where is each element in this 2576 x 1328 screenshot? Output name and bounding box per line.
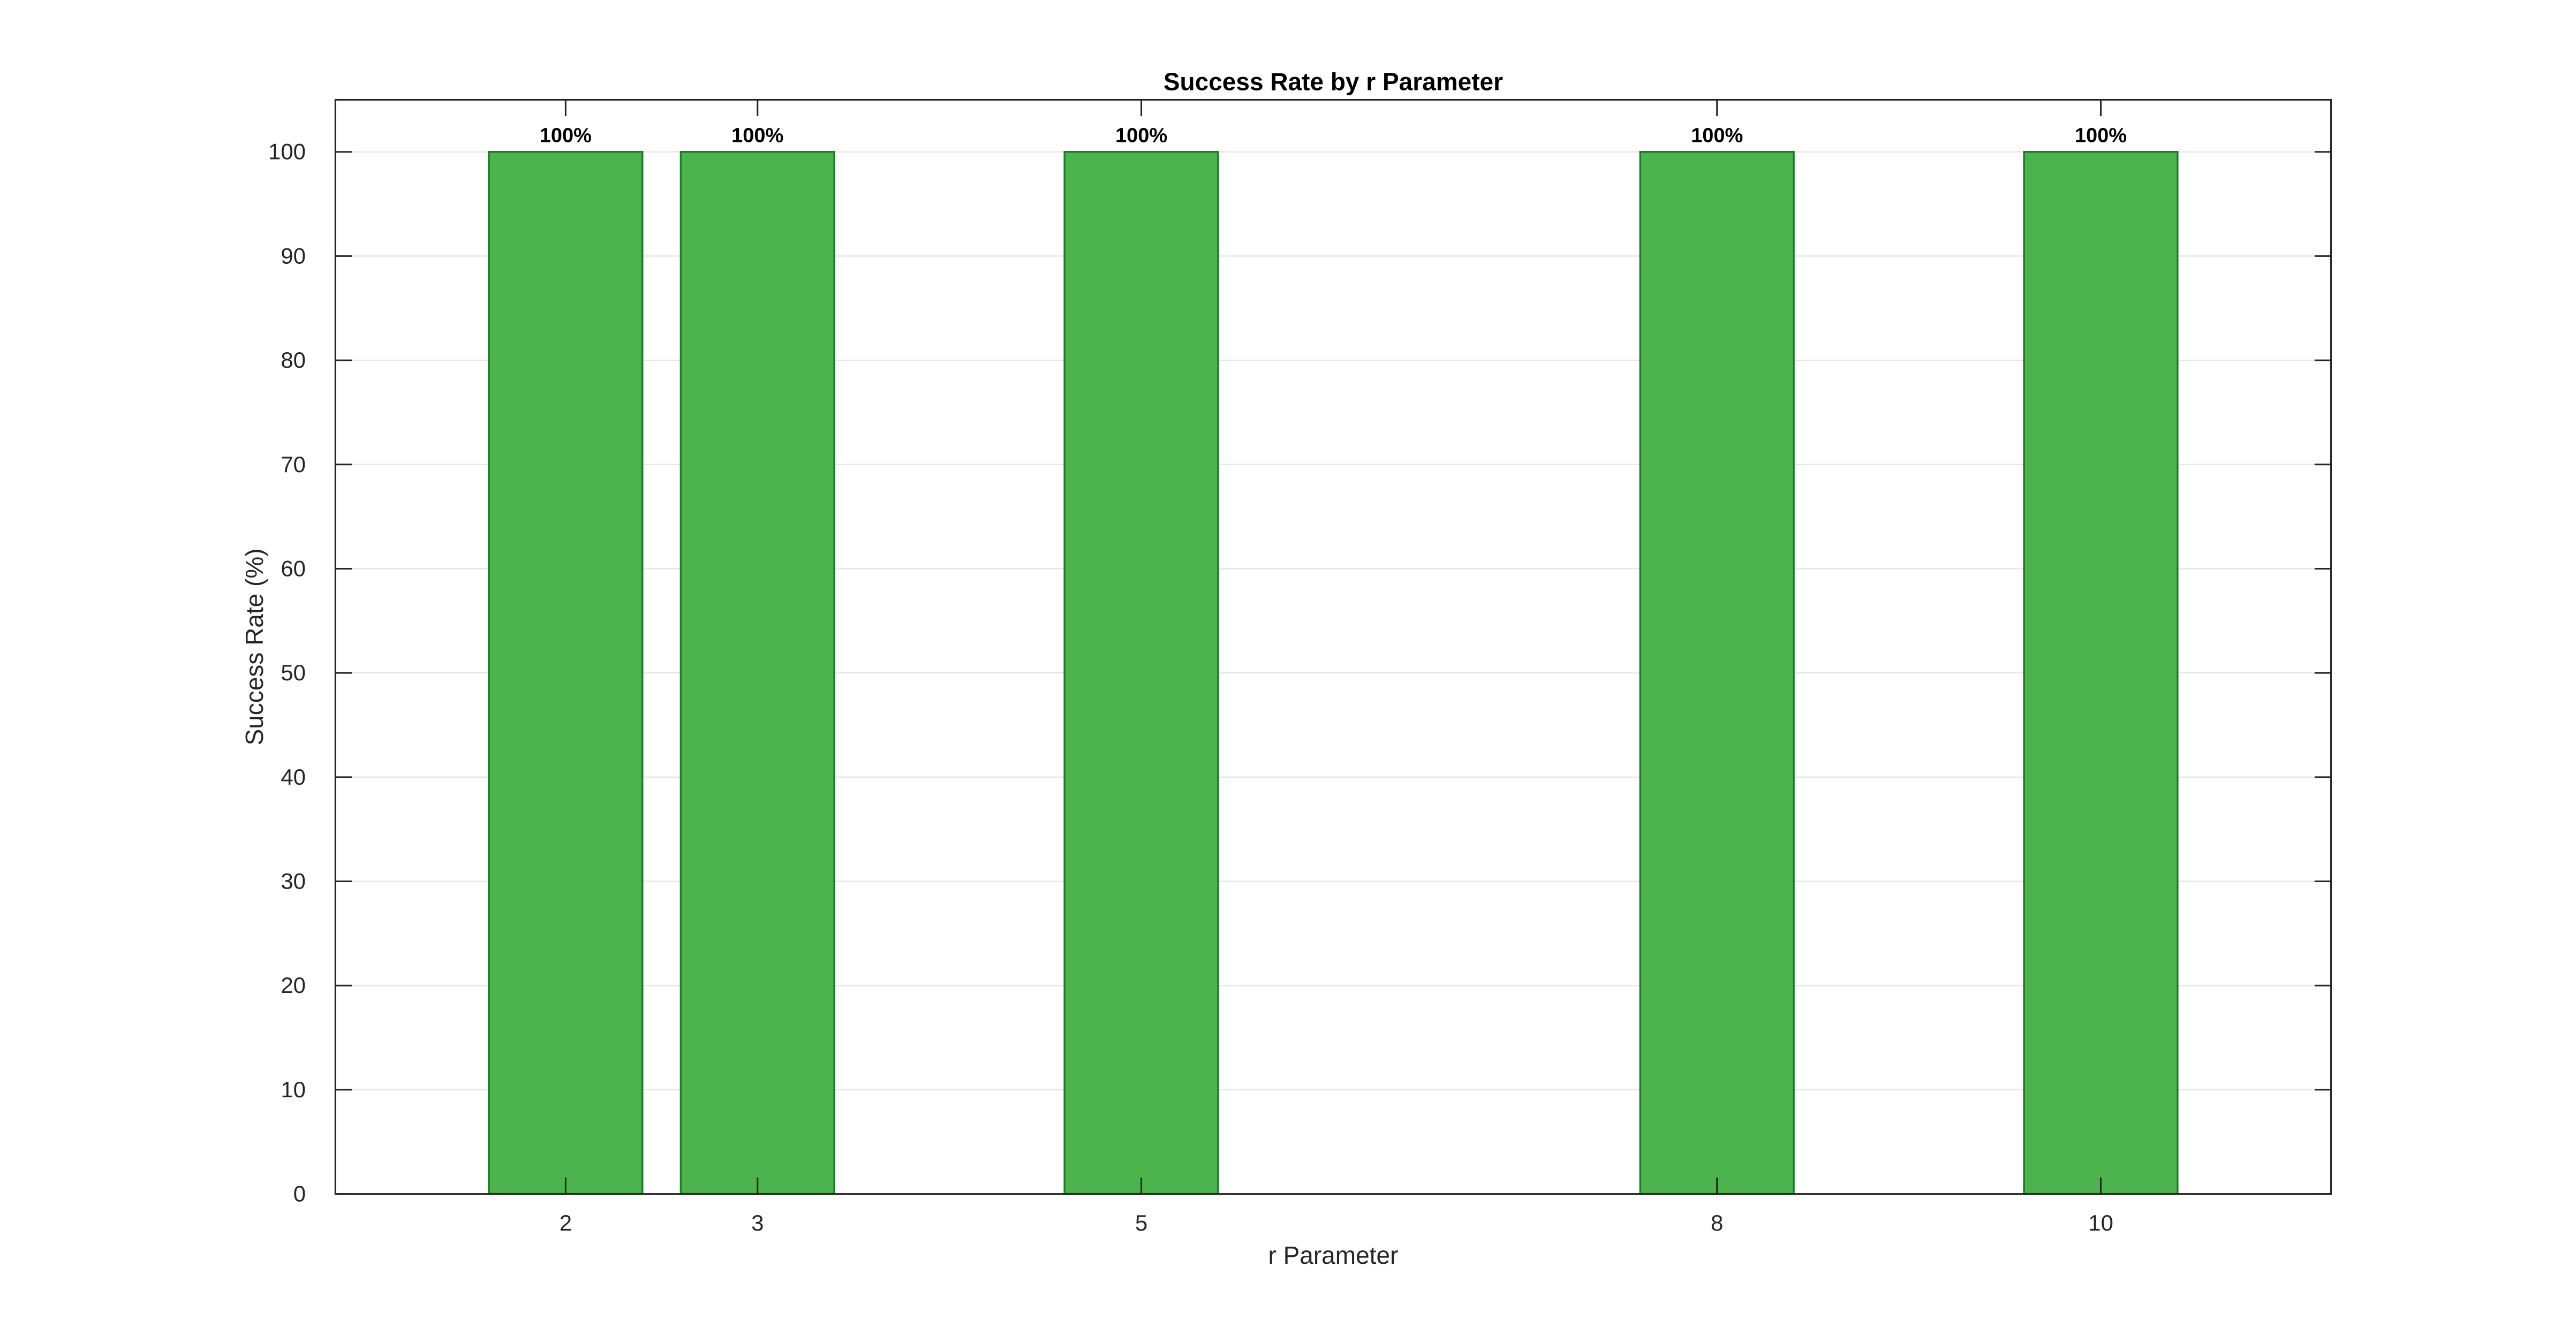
y-axis-tick-labels: 0 10 20 30 40 50 60 70 80 90 100 [268, 139, 306, 1206]
x-tick-label: 8 [1711, 1210, 1723, 1235]
x-tick-label: 2 [560, 1210, 572, 1235]
y-tick-label: 30 [281, 869, 306, 894]
bar [2023, 150, 2179, 1195]
y-tick-label: 10 [281, 1077, 306, 1102]
y-tick-label: 100 [268, 139, 306, 164]
y-tick-label: 90 [281, 243, 306, 268]
y-tick-label: 70 [281, 452, 306, 477]
bar-value-label: 100% [1115, 125, 1167, 147]
x-tick-label: 3 [751, 1210, 764, 1235]
x-tick-label: 10 [2088, 1210, 2113, 1235]
bar-value-label: 100% [540, 125, 592, 147]
y-tick-label: 60 [281, 556, 306, 581]
bar [1639, 150, 1795, 1195]
x-axis-tick-labels: 2 3 5 8 10 [560, 1210, 2113, 1235]
bar-value-label: 100% [731, 125, 783, 147]
bar [488, 150, 644, 1195]
bar [1063, 150, 1219, 1195]
tick-marks [335, 100, 2331, 1195]
x-tick-label: 5 [1135, 1210, 1147, 1235]
grid-lines [335, 151, 2331, 1091]
bar-value-label: 100% [2075, 125, 2127, 147]
bar-data-labels: 100% 100% 100% 100% 100% [540, 125, 2127, 147]
x-axis-title: r Parameter [1268, 1241, 1399, 1269]
y-tick-label: 50 [281, 660, 306, 685]
y-tick-label: 0 [293, 1181, 306, 1206]
bar-value-label: 100% [1691, 125, 1743, 147]
y-axis-title: Success Rate (%) [240, 548, 268, 745]
y-tick-label: 80 [281, 347, 306, 373]
plot-area-frame [334, 98, 2332, 1195]
chart-title: Success Rate by r Parameter [1164, 67, 1503, 95]
y-tick-label: 40 [281, 764, 306, 790]
y-tick-label: 20 [281, 973, 306, 998]
bar [679, 150, 835, 1195]
